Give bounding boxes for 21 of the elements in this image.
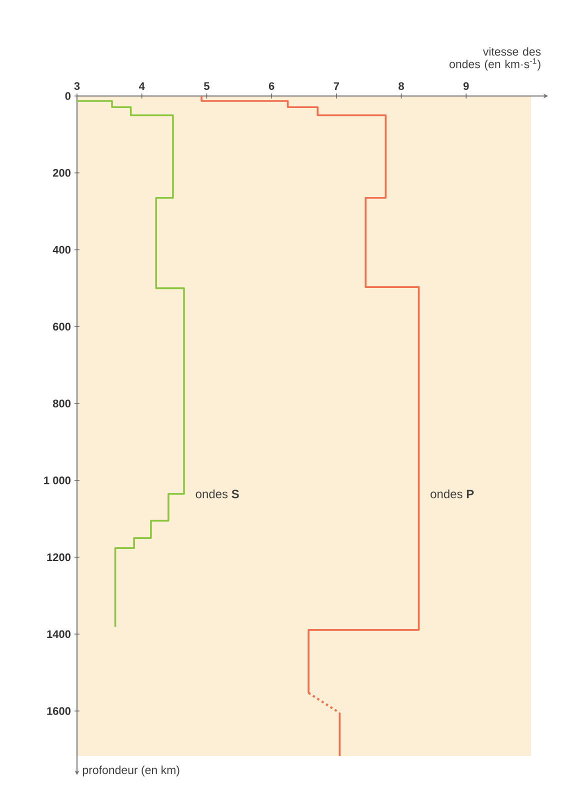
x-tick-label: 4 xyxy=(138,82,145,90)
x-tick-label: 7 xyxy=(334,82,339,90)
x-tick-label: 8 xyxy=(398,82,404,90)
y-tick-label: 800 xyxy=(52,400,71,408)
series-label: ondes S xyxy=(196,489,239,498)
x-tick-label: 6 xyxy=(268,82,274,90)
y-tick-label: 0 xyxy=(65,92,71,100)
x-tick-label: 3 xyxy=(74,82,80,90)
x-tick-label: 5 xyxy=(204,82,210,90)
y-tick-label: 1 000 xyxy=(44,476,70,484)
x-axis-title: vitesse des ondes (en km·s$^{-1}$) xyxy=(450,47,541,70)
y-tick-label: 200 xyxy=(52,168,71,177)
x-tick-label: 9 xyxy=(463,82,469,90)
y-tick-label: 1600 xyxy=(47,707,71,715)
line-series xyxy=(76,100,185,628)
y-tick-label: 400 xyxy=(52,246,71,254)
series-label: ondes P xyxy=(430,489,474,498)
text: profondeur (en km) xyxy=(82,766,180,776)
y-tick-label: 1200 xyxy=(47,553,71,562)
y-tick-label: 600 xyxy=(53,322,71,331)
y-tick-label: 1400 xyxy=(47,630,71,638)
